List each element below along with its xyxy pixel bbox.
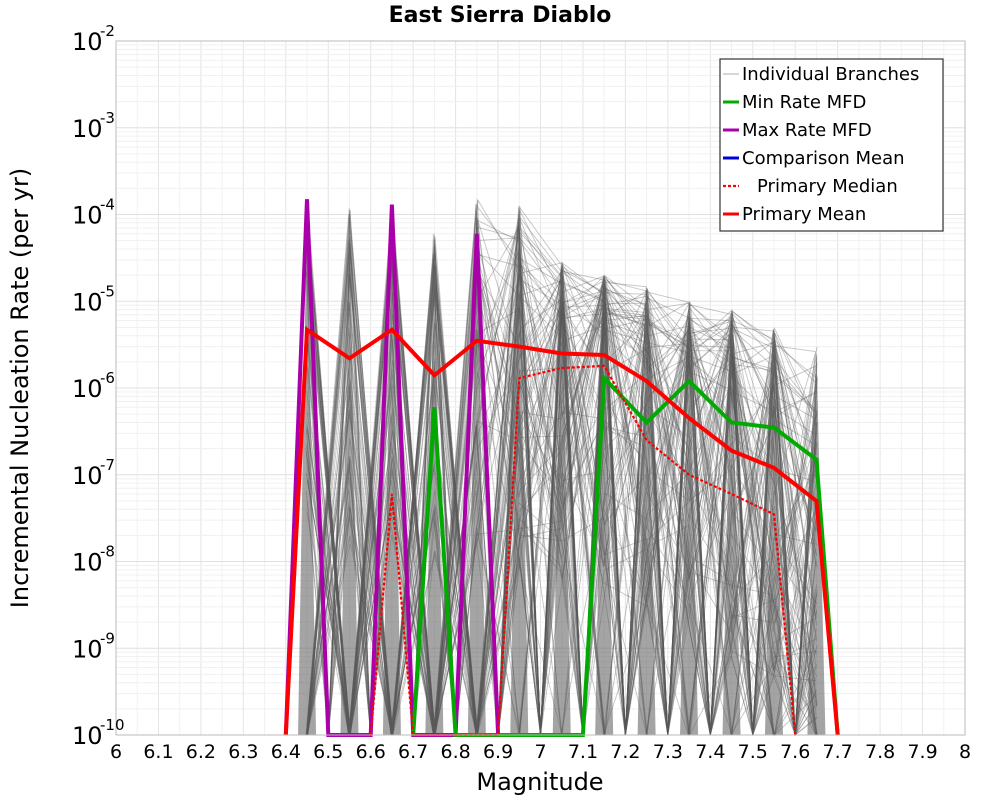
- y-tick-exponent: -4: [100, 196, 115, 214]
- branch-line: [306, 234, 818, 736]
- summary-series: [283, 199, 840, 737]
- legend: Individual Branches Min Rate MFD Max Rate …: [719, 58, 944, 232]
- x-tick-label: 6.3: [228, 741, 258, 763]
- series-line-max-rate-mfd: [283, 199, 501, 737]
- x-tick-label: 7.4: [695, 741, 725, 763]
- x-tick-label: 6.9: [483, 741, 513, 763]
- x-tick-label: 7.2: [610, 741, 640, 763]
- x-tick-label: 7.3: [653, 741, 683, 763]
- y-tick-label: 10: [72, 375, 103, 403]
- y-tick-label: 10: [72, 549, 103, 577]
- branch-line: [306, 216, 816, 736]
- y-tick-label: 10: [72, 722, 103, 750]
- branch-spike: [595, 275, 614, 735]
- y-tick-label: 10: [72, 635, 103, 663]
- legend-label: Primary Mean: [742, 204, 866, 225]
- x-tick-label: 6.4: [271, 741, 301, 763]
- branch-line: [307, 205, 818, 736]
- legend-label: Individual Branches: [742, 64, 919, 85]
- branch-spike: [807, 346, 826, 735]
- legend-box: [719, 58, 944, 232]
- y-tick-label: 10: [72, 202, 103, 230]
- series-line-primary-median: [369, 364, 797, 737]
- y-tick-label: 10: [72, 28, 103, 56]
- branch-spike: [510, 204, 529, 735]
- y-tick-exponent: -6: [100, 369, 115, 387]
- x-tick-label: 7.9: [907, 741, 937, 763]
- series-line-primary-mean: [283, 326, 840, 736]
- y-tick-exponent: -2: [100, 22, 115, 40]
- branch-spike: [764, 327, 783, 735]
- legend-label: Max Rate MFD: [742, 120, 872, 141]
- x-tick-label: 7.8: [865, 741, 895, 763]
- branch-spike: [722, 309, 741, 735]
- legend-label: Comparison Mean: [742, 148, 905, 169]
- y-tick-label: 10: [72, 288, 103, 316]
- x-tick-label: 8: [959, 741, 971, 763]
- x-tick-label: 7.5: [738, 741, 768, 763]
- y-tick-exponent: -9: [100, 629, 115, 647]
- y-tick-exponent: -8: [100, 543, 115, 561]
- plot-frame: [115, 40, 966, 736]
- legend-label: Min Rate MFD: [742, 92, 866, 113]
- y-tick-label: 10: [72, 115, 103, 143]
- x-axis-label: Magnitude: [476, 768, 603, 796]
- y-tick-exponent: -10: [100, 716, 125, 734]
- x-tick-label: 6.2: [186, 741, 216, 763]
- x-tick-label: 6.7: [398, 741, 428, 763]
- x-axis-ticks: 6 6.1 6.2 6.3 6.4 6.5 6.6 6.7 6.8 6.9 7 7.1 7.2 7.3 7.…: [110, 741, 971, 763]
- branch-spike: [298, 199, 317, 735]
- x-tick-label: 6.5: [313, 741, 343, 763]
- y-tick-exponent: -5: [100, 282, 115, 300]
- branch-spike: [680, 301, 699, 735]
- branch-spike: [382, 204, 401, 735]
- x-tick-label: 6.8: [440, 741, 470, 763]
- branch-spike: [637, 285, 656, 735]
- x-tick-label: 6: [110, 741, 122, 763]
- branch-spike: [467, 196, 486, 735]
- x-tick-label: 7.6: [780, 741, 810, 763]
- x-tick-label: 7: [534, 741, 546, 763]
- x-tick-label: 7.7: [823, 741, 853, 763]
- y-tick-exponent: -7: [100, 456, 115, 474]
- x-tick-label: 6.1: [143, 741, 173, 763]
- x-tick-label: 6.6: [356, 741, 386, 763]
- branch-spike: [552, 259, 571, 735]
- chart-title: East Sierra Diablo: [389, 3, 612, 28]
- y-axis-label: Incremental Nucleation Rate (per yr): [6, 168, 34, 608]
- series-line-min-rate-mfd: [411, 373, 840, 737]
- branch-spike: [425, 230, 444, 735]
- x-tick-label: 7.1: [568, 741, 598, 763]
- y-tick-label: 10: [72, 462, 103, 490]
- legend-label: Primary Median: [757, 176, 898, 197]
- y-tick-exponent: -3: [100, 109, 115, 127]
- branch-spike: [340, 204, 359, 735]
